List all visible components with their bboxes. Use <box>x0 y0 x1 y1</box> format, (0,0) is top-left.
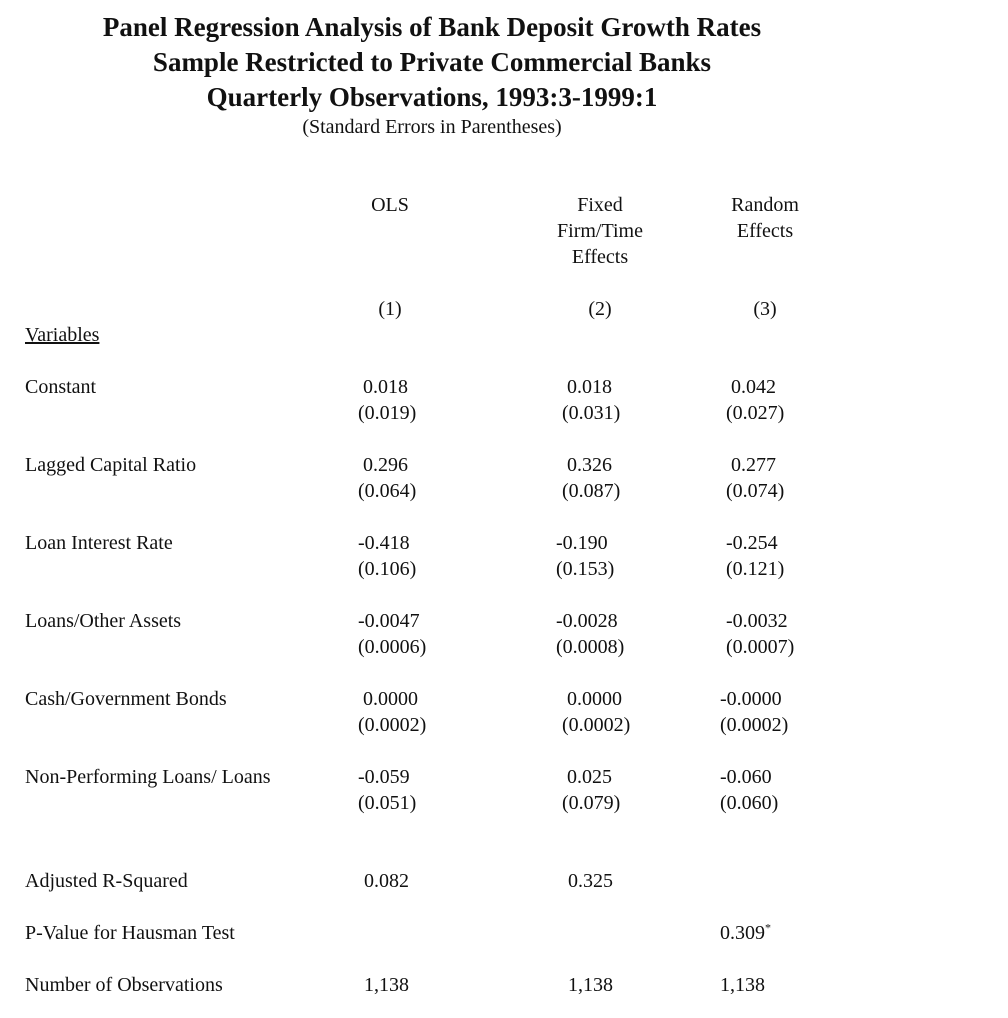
se-value: (0.019) <box>358 402 417 424</box>
row-label: Lagged Capital Ratio <box>25 454 197 476</box>
se-value: (0.064) <box>358 480 417 502</box>
column-header-line: Fixed <box>577 194 623 216</box>
row-label: Adjusted R-Squared <box>25 870 188 892</box>
coef-value: -0.0047 <box>358 610 420 632</box>
column-header-ols: OLS <box>330 192 450 218</box>
row-label: Constant <box>25 376 97 398</box>
coef-value: 0.018 <box>567 376 612 398</box>
column-header-line: OLS <box>371 194 409 216</box>
se-value: (0.153) <box>556 558 615 580</box>
coef-value: 0.018 <box>363 376 408 398</box>
se-value: (0.121) <box>726 558 785 580</box>
row-label: P-Value for Hausman Test <box>25 922 235 944</box>
coef-value: -0.059 <box>358 766 410 788</box>
column-number-2: (2) <box>588 298 612 320</box>
table-title-line-2: Sample Restricted to Private Commercial … <box>152 47 712 77</box>
coef-value: -0.0028 <box>556 610 618 632</box>
column-header-line: Random <box>731 194 799 216</box>
se-value: (0.106) <box>358 558 417 580</box>
column-header-line: Firm/Time <box>557 220 643 242</box>
column-header-fixed-effects: Fixed Firm/Time Effects <box>540 192 660 270</box>
se-value: (0.087) <box>562 480 621 502</box>
stat-value: 1,138 <box>364 974 409 996</box>
se-value: (0.074) <box>726 480 785 502</box>
column-header-line: Effects <box>571 246 629 268</box>
coef-value: -0.060 <box>720 766 772 788</box>
se-value: (0.051) <box>358 792 417 814</box>
coef-value: -0.190 <box>556 532 608 554</box>
stat-value: 0.082 <box>364 870 409 892</box>
stat-value: 1,138 <box>568 974 613 996</box>
se-value: (0.0006) <box>358 636 427 658</box>
se-value: (0.027) <box>726 402 785 424</box>
table-title-line-3: Quarterly Observations, 1993:3-1999:1 <box>206 82 658 112</box>
column-header-line: Effects <box>736 220 794 242</box>
column-number-1: (1) <box>378 298 402 320</box>
row-label: Number of Observations <box>25 974 223 996</box>
stat-value: 0.325 <box>568 870 613 892</box>
se-value: (0.060) <box>720 792 779 814</box>
row-label: Loans/Other Assets <box>25 610 182 632</box>
coef-value: -0.254 <box>726 532 778 554</box>
se-value: (0.0007) <box>726 636 795 658</box>
coef-value: 0.0000 <box>363 688 418 710</box>
se-value: (0.0002) <box>562 714 631 736</box>
stat-value: 1,138 <box>720 974 765 996</box>
coef-value: -0.0032 <box>726 610 788 632</box>
se-value: (0.0002) <box>358 714 427 736</box>
coef-value: 0.296 <box>363 454 408 476</box>
coef-value: 0.025 <box>567 766 612 788</box>
column-number-3: (3) <box>753 298 777 320</box>
stat-value: 0.309* <box>720 920 771 944</box>
column-header-random-effects: Random Effects <box>705 192 825 244</box>
coef-value: -0.418 <box>358 532 410 554</box>
se-value: (0.0002) <box>720 714 789 736</box>
variables-heading: Variables <box>25 324 100 346</box>
coef-value: -0.0000 <box>720 688 782 710</box>
coef-value: 0.0000 <box>567 688 622 710</box>
row-label: Cash/Government Bonds <box>25 688 227 710</box>
se-value: (0.0008) <box>556 636 625 658</box>
table-title-line-1: Panel Regression Analysis of Bank Deposi… <box>102 12 762 42</box>
row-label: Non-Performing Loans/ Loans <box>25 766 271 788</box>
se-value: (0.079) <box>562 792 621 814</box>
coef-value: 0.277 <box>731 454 776 476</box>
coef-value: 0.326 <box>567 454 612 476</box>
footnote-mark: * <box>765 920 771 935</box>
table-subtitle: (Standard Errors in Parentheses) <box>302 116 562 138</box>
row-label: Loan Interest Rate <box>25 532 173 554</box>
coef-value: 0.042 <box>731 376 776 398</box>
se-value: (0.031) <box>562 402 621 424</box>
